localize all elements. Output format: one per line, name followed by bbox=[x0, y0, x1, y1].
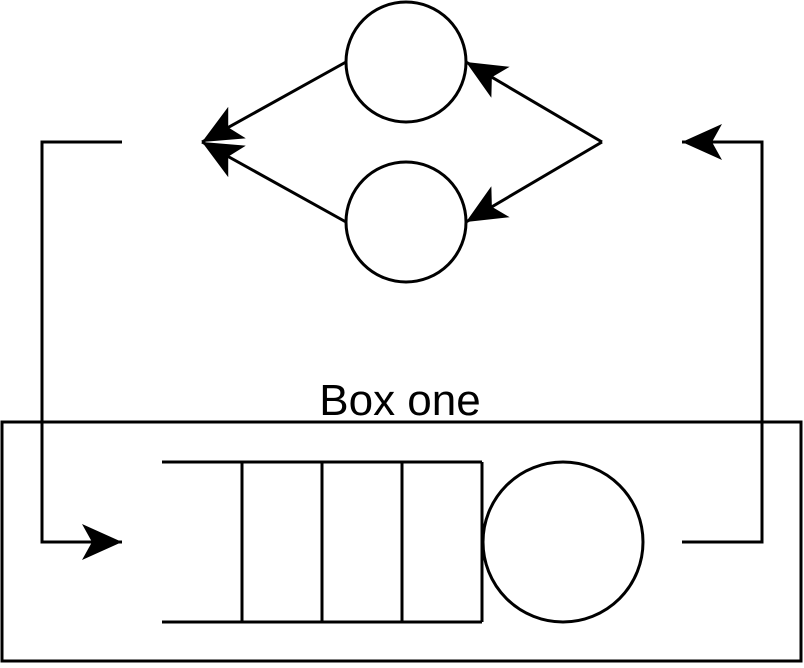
queue bbox=[162, 460, 484, 624]
edge-bottom-circle-to-join bbox=[201, 140, 347, 224]
edge-server-to-fork bbox=[682, 124, 764, 544]
box-one-container bbox=[0, 420, 803, 663]
server-circle bbox=[481, 460, 645, 624]
bottom-circle bbox=[344, 160, 468, 284]
top-circle bbox=[344, 0, 468, 124]
edge-join-to-queue bbox=[40, 140, 122, 560]
edge-fork-to-bottom-circle bbox=[465, 140, 603, 224]
edge-top-circle-to-join bbox=[201, 60, 347, 144]
box-one-label: Box one bbox=[319, 376, 480, 425]
edge-fork-to-top-circle bbox=[465, 60, 603, 144]
